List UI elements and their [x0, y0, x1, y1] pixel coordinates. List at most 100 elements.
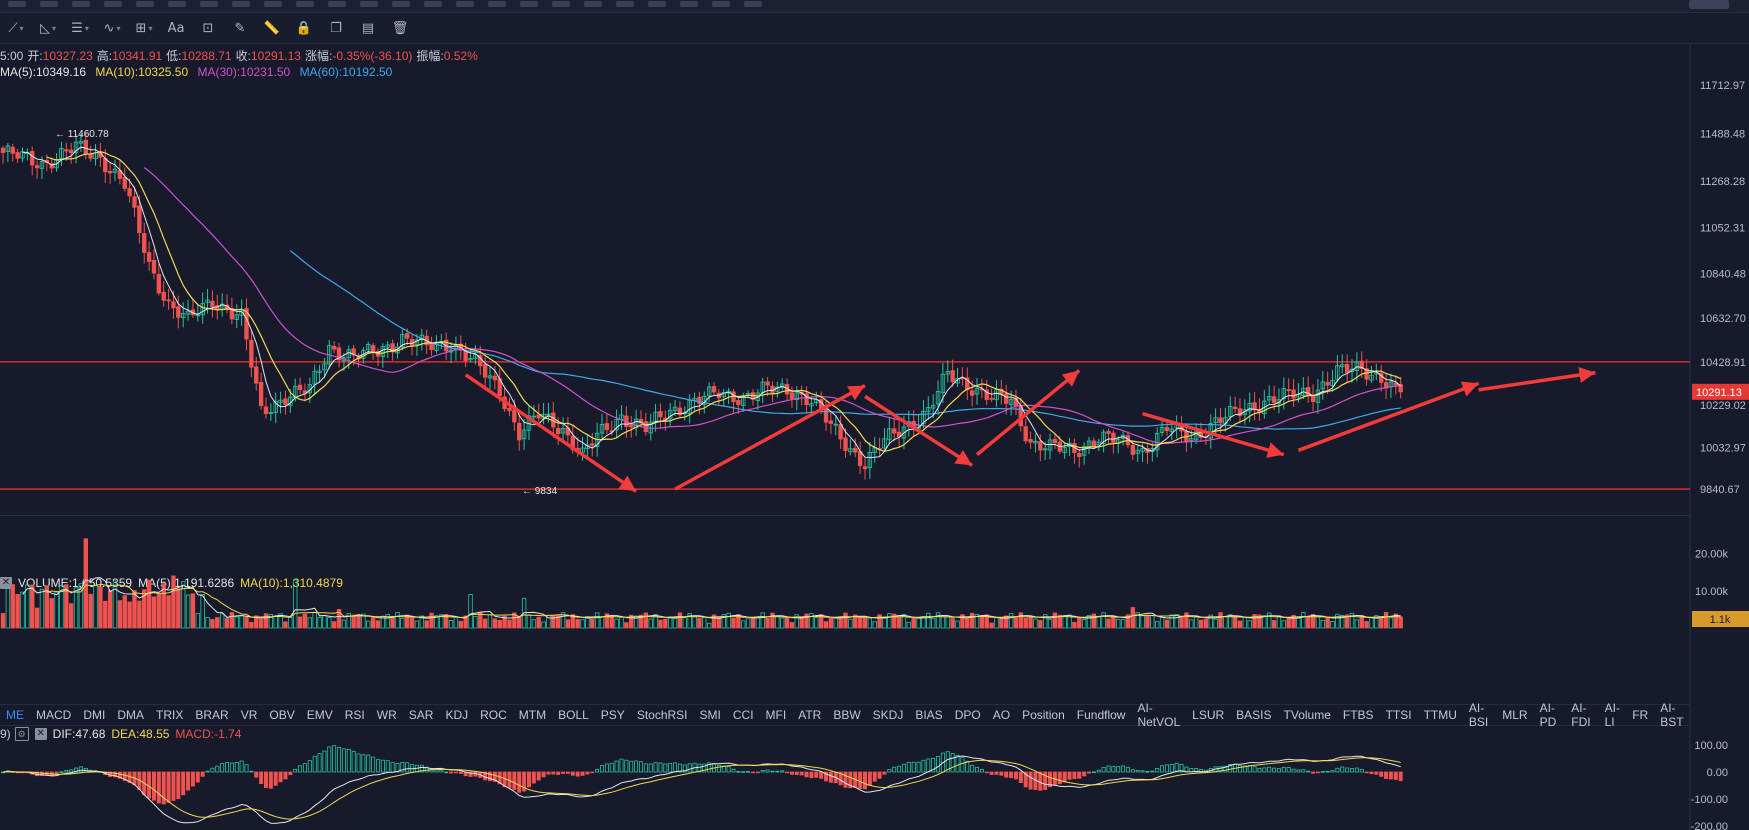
tab-fr[interactable]: FR — [1632, 708, 1649, 722]
macd-histogram-bar — [970, 765, 975, 773]
volume-bar — [555, 615, 561, 629]
measure-icon[interactable]: ⊡ — [202, 20, 214, 36]
volume-bar — [906, 621, 912, 629]
ma30-line — [143, 167, 1401, 445]
macd-histogram-bar — [1228, 764, 1233, 773]
candle-body — [54, 159, 59, 169]
macd-histogram-bar — [643, 763, 648, 773]
tab-bbw[interactable]: BBW — [833, 708, 861, 722]
candle-body — [624, 415, 629, 427]
candle-body — [546, 413, 551, 416]
candle-body — [1291, 389, 1296, 399]
pane-divider[interactable] — [0, 515, 1690, 516]
tab-fundflow[interactable]: Fundflow — [1076, 708, 1126, 722]
layers-icon[interactable]: ▤ — [361, 20, 375, 36]
tab-cci[interactable]: CCI — [732, 708, 754, 722]
close-label: 收: — [235, 49, 251, 63]
close-pane-icon[interactable]: ✕ — [0, 577, 12, 589]
settings-icon[interactable]: ⚙ — [14, 727, 29, 741]
candle-body — [1125, 435, 1131, 446]
tab-ai-pd[interactable]: AI-PD — [1539, 701, 1557, 729]
tab-obv[interactable]: OBV — [269, 708, 295, 722]
volume-bar — [896, 616, 902, 629]
wave-icon[interactable]: ∿ ▾ — [103, 20, 121, 36]
lock-icon[interactable]: 🔒 — [295, 20, 313, 36]
tab-skdj[interactable]: SKDJ — [872, 708, 904, 722]
tab-psy[interactable]: PSY — [600, 708, 625, 722]
macd-histogram-bar — [755, 771, 760, 774]
volume-bar — [44, 585, 50, 629]
trend-icon[interactable]: ◺ ▾ — [39, 20, 56, 36]
tab-trix[interactable]: TRIX — [156, 708, 184, 722]
tab-mfi[interactable]: MFI — [765, 708, 787, 722]
candle-body — [1310, 395, 1316, 402]
tab-ai-netvol[interactable]: AI-NetVOL — [1137, 701, 1181, 729]
lines-icon[interactable]: ⟋ ▾ — [8, 20, 24, 36]
top-menu-items[interactable] — [8, 1, 762, 9]
macd-histogram-bar — [916, 761, 921, 773]
tab-sar[interactable]: SAR — [408, 708, 434, 722]
close-macd-icon[interactable]: ✕ — [34, 728, 47, 740]
top-right-button[interactable] — [1689, 0, 1729, 9]
tab-tvolume[interactable]: TVolume — [1283, 708, 1331, 722]
tab-lsur[interactable]: LSUR — [1192, 708, 1225, 722]
tab-stochrsi[interactable]: StochRSI — [636, 708, 688, 722]
text-tool[interactable]: Aa — [167, 20, 185, 36]
candle-body — [112, 168, 118, 173]
volume-bar — [789, 622, 795, 629]
tab-ttsi[interactable]: TTSI — [1385, 708, 1412, 722]
ruler-icon[interactable]: 📏 — [263, 20, 281, 36]
candle-body — [1174, 422, 1179, 429]
tab-dma[interactable]: DMA — [117, 708, 145, 722]
tab-vr[interactable]: VR — [240, 708, 258, 722]
candle-body — [0, 147, 6, 153]
tab-position[interactable]: Position — [1022, 708, 1065, 722]
volume-bar — [502, 615, 507, 629]
volume-bar — [857, 616, 863, 629]
macd-histogram-bar — [546, 771, 551, 775]
tab-dpo[interactable]: DPO — [954, 708, 981, 722]
tab-ttmu[interactable]: TTMU — [1423, 708, 1457, 722]
tab-wr[interactable]: WR — [376, 708, 397, 722]
tab-mtm[interactable]: MTM — [518, 708, 547, 722]
tab-kdj[interactable]: KDJ — [445, 708, 469, 722]
macd-histogram-bar — [887, 769, 892, 773]
tab-brar[interactable]: BRAR — [195, 708, 229, 722]
tab-dmi[interactable]: DMI — [83, 708, 106, 722]
crosshair-icon[interactable]: ⊞ ▾ — [135, 20, 153, 36]
candle-body — [1120, 434, 1126, 439]
tab-rsi[interactable]: RSI — [344, 708, 365, 722]
volume-bar — [351, 614, 356, 629]
tab-me[interactable]: ME — [6, 708, 24, 722]
volume-bar — [1189, 619, 1194, 629]
volume-bar — [200, 594, 205, 629]
volume-bar — [1276, 615, 1282, 629]
tab-atr[interactable]: ATR — [798, 708, 822, 722]
macd-histogram-bar — [205, 770, 210, 773]
grid-lines-icon[interactable]: ☰ ▾ — [71, 20, 89, 36]
tab-roc[interactable]: ROC — [480, 708, 507, 722]
candle-body — [882, 438, 887, 449]
tab-basis[interactable]: BASIS — [1236, 708, 1272, 722]
candle-body — [1096, 441, 1101, 446]
tab-smi[interactable]: SMI — [699, 708, 721, 722]
macd-histogram-bar — [117, 771, 122, 779]
tab-mlr[interactable]: MLR — [1502, 708, 1528, 722]
volume-bar — [1154, 621, 1160, 629]
tab-boll[interactable]: BOLL — [558, 708, 589, 722]
copy-icon[interactable]: ❐ — [330, 20, 342, 36]
tab-ai-bst[interactable]: AI-BST — [1660, 701, 1684, 729]
candle-body — [974, 387, 980, 395]
tab-ftbs[interactable]: FTBS — [1342, 708, 1374, 722]
brush-icon[interactable]: ✎ — [234, 20, 246, 36]
macd-histogram-bar — [707, 762, 712, 773]
amp-label: 振幅: — [416, 49, 444, 63]
tab-emv[interactable]: EMV — [306, 708, 333, 722]
tab-ai-bsi[interactable]: AI-BSI — [1468, 701, 1489, 729]
tab-ao[interactable]: AO — [992, 708, 1011, 722]
tab-ai-li[interactable]: AI-LI — [1604, 701, 1620, 729]
tab-macd[interactable]: MACD — [36, 708, 72, 722]
trash-icon[interactable]: 🗑 — [391, 20, 409, 36]
tab-bias[interactable]: BIAS — [915, 708, 943, 722]
tab-ai-fdi[interactable]: AI-FDI — [1571, 701, 1591, 729]
